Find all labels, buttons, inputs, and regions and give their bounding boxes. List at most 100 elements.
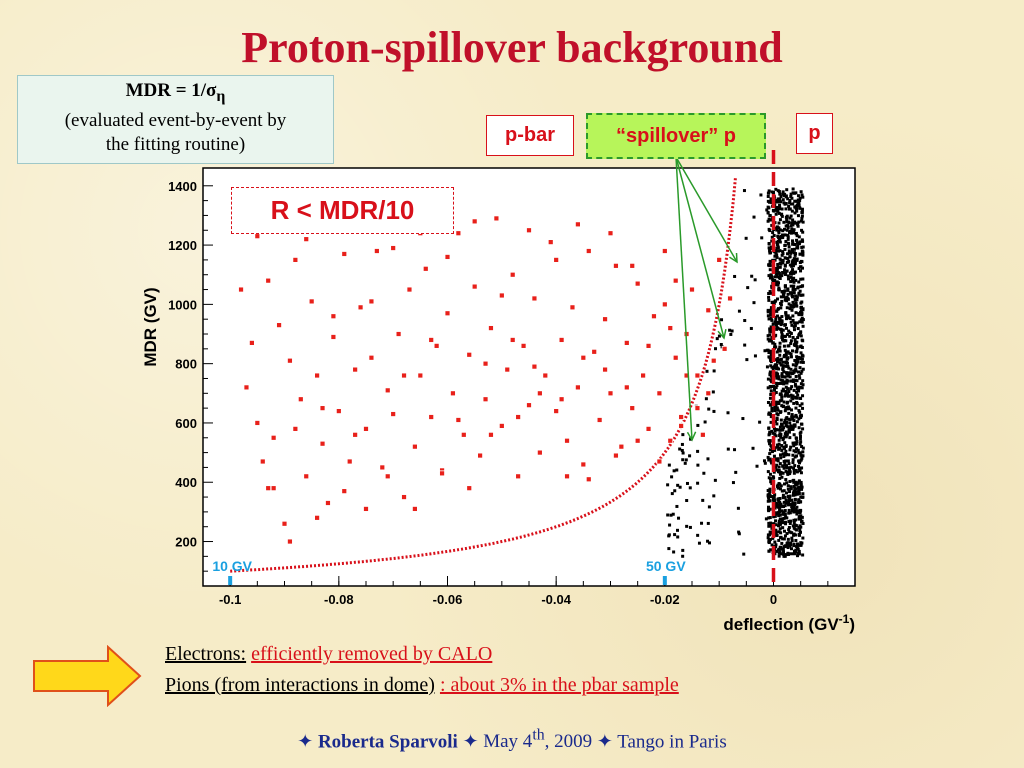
- pbar-point: [265, 485, 272, 492]
- proton-point: [769, 548, 773, 552]
- proton-point: [792, 549, 796, 553]
- x-tick-label: 0: [770, 592, 777, 607]
- pbar-point: [536, 390, 543, 397]
- proton-point: [782, 505, 786, 509]
- proton-point: [798, 529, 802, 533]
- pbar-point: [564, 437, 570, 444]
- proton-point: [794, 375, 798, 379]
- proton-point: [772, 476, 776, 480]
- electrons-note: efficiently removed by CALO: [251, 643, 493, 665]
- pbar-point: [564, 473, 570, 480]
- proton-point: [696, 449, 700, 453]
- proton-point: [771, 536, 775, 540]
- proton-point: [678, 447, 682, 451]
- proton-point: [752, 215, 756, 219]
- x-tick-label: -0.06: [433, 592, 463, 607]
- pbar-point: [384, 387, 391, 394]
- proton-point: [778, 513, 782, 517]
- proton-point: [799, 382, 803, 386]
- proton-point: [777, 199, 781, 203]
- pbar-point: [493, 215, 500, 222]
- proton-point: [768, 403, 772, 407]
- proton-point: [787, 329, 791, 333]
- pbar-point: [661, 301, 668, 308]
- pbar-point: [319, 440, 326, 447]
- proton-point: [788, 229, 792, 233]
- proton-point: [766, 499, 770, 503]
- proton-point: [792, 510, 796, 514]
- proton-point: [795, 209, 799, 213]
- mdr-note-line2: the fitting routine): [105, 133, 246, 155]
- proton-point: [781, 464, 785, 468]
- star-icon: ✦: [297, 731, 314, 753]
- pbar-point: [411, 506, 418, 512]
- proton-point: [781, 252, 785, 256]
- proton-point: [788, 511, 792, 515]
- proton-point: [777, 511, 781, 515]
- proton-point: [793, 220, 797, 224]
- proton-point: [797, 489, 801, 493]
- proton-point: [792, 542, 796, 546]
- proton-point: [783, 289, 787, 293]
- proton-point: [789, 425, 793, 429]
- proton-point: [790, 209, 794, 213]
- proton-point: [800, 495, 804, 499]
- proton-point: [797, 426, 801, 430]
- proton-point: [743, 343, 747, 347]
- proton-point: [800, 193, 804, 197]
- proton-point: [768, 487, 772, 491]
- proton-point: [779, 484, 783, 488]
- proton-point: [783, 534, 787, 538]
- proton-point: [794, 442, 798, 446]
- proton-point: [780, 444, 784, 448]
- proton-point: [783, 192, 787, 196]
- proton-point: [776, 459, 780, 463]
- pbar-point: [488, 431, 494, 438]
- proton-point: [668, 523, 672, 527]
- proton-point: [726, 447, 730, 451]
- proton-point: [788, 421, 792, 425]
- proton-point: [766, 194, 770, 198]
- proton-point: [786, 459, 790, 463]
- proton-point: [780, 253, 784, 257]
- pbar-point: [281, 520, 288, 527]
- proton-point: [797, 291, 801, 295]
- proton-point: [800, 238, 804, 242]
- footer-author: Roberta Sparvoli: [317, 731, 458, 753]
- proton-point: [776, 262, 780, 266]
- proton-point: [712, 409, 716, 413]
- proton-point: [791, 426, 795, 430]
- pbar-point: [672, 277, 679, 284]
- proton-point: [792, 343, 796, 347]
- proton-point: [781, 360, 785, 364]
- proton-point: [792, 469, 796, 473]
- pbar-point: [460, 431, 467, 438]
- proton-point: [782, 521, 786, 525]
- proton-point: [776, 443, 780, 447]
- proton-point: [778, 505, 782, 509]
- proton-point: [781, 192, 785, 196]
- proton-point: [784, 522, 788, 526]
- proton-point: [775, 242, 779, 246]
- proton-point: [788, 199, 792, 203]
- proton-point: [798, 366, 802, 370]
- proton-point: [780, 541, 784, 545]
- proton-point: [784, 202, 788, 206]
- proton-point: [796, 510, 800, 514]
- proton-point: [769, 306, 773, 310]
- proton-point: [795, 400, 799, 404]
- proton-point: [791, 218, 795, 222]
- proton-point: [766, 455, 770, 459]
- pbar-point: [509, 337, 516, 343]
- proton-point: [768, 251, 772, 255]
- proton-point: [794, 507, 798, 511]
- proton-point: [787, 394, 791, 398]
- proton-point: [778, 228, 782, 232]
- proton-point: [755, 464, 759, 468]
- proton-point: [791, 268, 795, 272]
- proton-point: [768, 259, 772, 263]
- proton-point: [794, 350, 798, 354]
- proton-point: [768, 333, 772, 337]
- proton-point: [770, 239, 774, 243]
- proton-point: [792, 433, 796, 437]
